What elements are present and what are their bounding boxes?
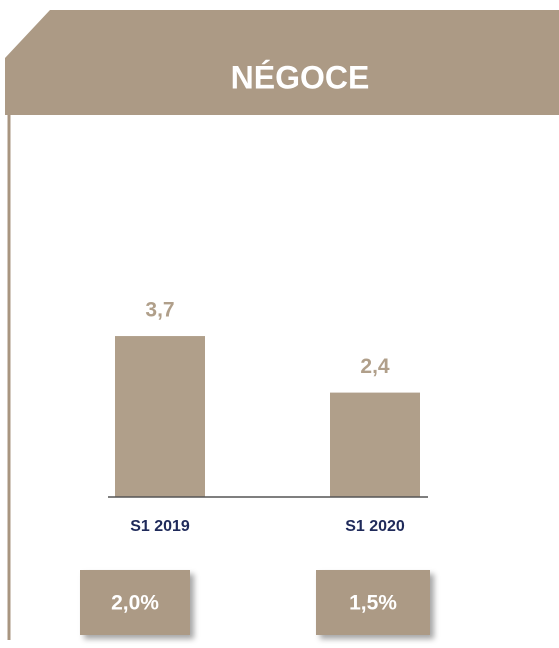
annotation: 1,5% [349, 592, 397, 615]
header-band [5, 10, 559, 115]
x-tick-label: S1 2019 [130, 518, 190, 535]
bar [115, 336, 205, 497]
value-label: 3,7 [145, 299, 174, 322]
chart-title: NÉGOCE [231, 59, 370, 95]
annotation-box [316, 570, 430, 635]
annotation-box [80, 570, 190, 635]
bar [330, 392, 420, 497]
annotation: 2,0% [111, 592, 159, 615]
x-tick-label: S1 2020 [345, 518, 405, 535]
value-label: 2,4 [360, 355, 390, 378]
